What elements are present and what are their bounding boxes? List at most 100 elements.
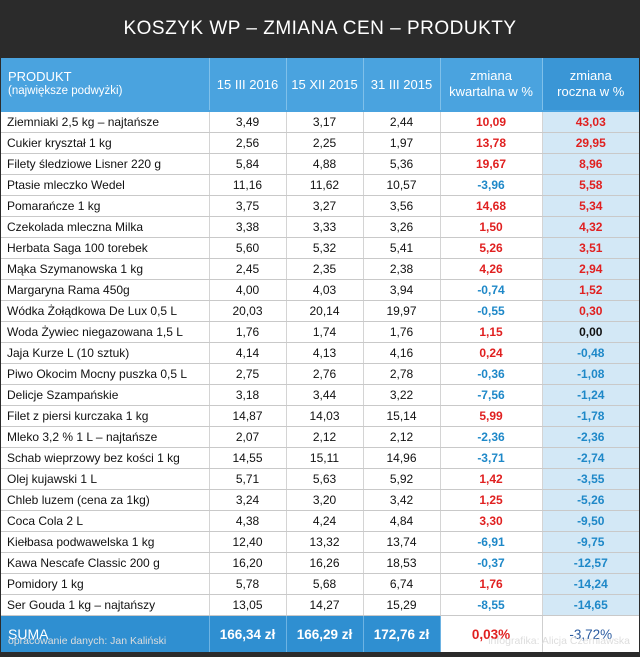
table-row: Herbata Saga 100 torebek 5,60 5,32 5,41 5,26…	[1, 237, 639, 259]
price-31-iii-2015: 6,74	[363, 573, 441, 595]
price-15-iii-2016: 5,60	[209, 237, 287, 259]
sum-quarterly-change: 0,03%	[440, 615, 543, 652]
price-15-iii-2016: 11,16	[209, 174, 287, 196]
price-15-xii-2015: 5,68	[286, 573, 364, 595]
price-15-xii-2015: 20,14	[286, 300, 364, 322]
table-row: Ptasie mleczko Wedel 11,16 11,62 10,57 -3,96…	[1, 174, 639, 196]
product-name: Pomarańcze 1 kg	[1, 195, 210, 217]
product-name: Chleb luzem (cena za 1kg)	[1, 489, 210, 511]
yearly-change: -12,57	[541, 552, 639, 574]
price-15-iii-2016: 13,05	[209, 594, 287, 616]
product-name: Ptasie mleczko Wedel	[1, 174, 210, 196]
yearly-change: -1,24	[541, 384, 639, 406]
price-31-iii-2015: 13,74	[363, 531, 441, 553]
price-15-xii-2015: 2,25	[286, 132, 364, 154]
product-name: Ser Gouda 1 kg – najtańszy	[1, 594, 210, 616]
quarterly-change: -3,71	[440, 447, 543, 469]
price-15-iii-2016: 3,24	[209, 489, 287, 511]
table-row: Pomidory 1 kg 5,78 5,68 6,74 1,76 -14,24	[1, 573, 639, 595]
yearly-change: 8,96	[541, 153, 639, 175]
price-31-iii-2015: 3,42	[363, 489, 441, 511]
price-15-xii-2015: 2,76	[286, 363, 364, 385]
yearly-change: -0,48	[541, 342, 639, 364]
quarterly-change: 4,26	[440, 258, 543, 280]
quarterly-change: 1,42	[440, 468, 543, 490]
yearly-change: -5,26	[541, 489, 639, 511]
price-31-iii-2015: 15,29	[363, 594, 441, 616]
price-15-xii-2015: 3,20	[286, 489, 364, 511]
table-row: Chleb luzem (cena za 1kg) 3,24 3,20 3,42 1,2…	[1, 489, 639, 511]
price-15-iii-2016: 14,87	[209, 405, 287, 427]
sum-label: SUMA	[1, 615, 210, 652]
price-31-iii-2015: 2,12	[363, 426, 441, 448]
price-15-iii-2016: 2,07	[209, 426, 287, 448]
header-date-2: 15 XII 2015	[286, 58, 364, 111]
price-31-iii-2015: 2,38	[363, 258, 441, 280]
price-31-iii-2015: 19,97	[363, 300, 441, 322]
product-name: Mleko 3,2 % 1 L – najtańsze	[1, 426, 210, 448]
product-name: Filet z piersi kurczaka 1 kg	[1, 405, 210, 427]
price-15-iii-2016: 3,49	[209, 110, 287, 133]
header-yearly-line2: roczna w %	[557, 84, 625, 99]
table-row: Delicje Szampańskie 3,18 3,44 3,22 -7,56 -1,2…	[1, 384, 639, 406]
product-name: Wódka Żołądkowa De Lux 0,5 L	[1, 300, 210, 322]
footer: opracowanie danych: Jan Kaliński infogra…	[0, 627, 640, 657]
table-row: Margaryna Rama 450g 4,00 4,03 3,94 -0,74 1,52	[1, 279, 639, 301]
header-date-3: 31 III 2015	[363, 58, 441, 111]
header-product-label: PRODUKT	[8, 69, 72, 84]
table-row: Schab wieprzowy bez kości 1 kg 14,55 15,11…	[1, 447, 639, 469]
price-15-xii-2015: 4,88	[286, 153, 364, 175]
price-15-iii-2016: 4,14	[209, 342, 287, 364]
price-15-iii-2016: 16,20	[209, 552, 287, 574]
yearly-change: 43,03	[541, 110, 639, 133]
price-15-xii-2015: 2,35	[286, 258, 364, 280]
footer-data-credit: opracowanie danych: Jan Kaliński	[8, 635, 167, 647]
quarterly-change: -0,55	[440, 300, 543, 322]
header-quarterly-line1: zmiana	[470, 68, 512, 83]
price-31-iii-2015: 2,44	[363, 110, 441, 133]
price-15-xii-2015: 3,44	[286, 384, 364, 406]
price-15-iii-2016: 5,78	[209, 573, 287, 595]
yearly-change: 5,58	[541, 174, 639, 196]
product-name: Mąka Szymanowska 1 kg	[1, 258, 210, 280]
quarterly-change: 3,30	[440, 510, 543, 532]
table-row: Mleko 3,2 % 1 L – najtańsze 2,07 2,12 2,12-…	[1, 426, 639, 448]
header-yearly-line1: zmiana	[569, 68, 612, 83]
page-title: KOSZYK WP – ZMIANA CEN – PRODUKTY	[123, 18, 517, 39]
table-row: Mąka Szymanowska 1 kg 2,45 2,35 2,38 4,26 2,9…	[1, 258, 639, 280]
price-15-xii-2015: 14,03	[286, 405, 364, 427]
table-row: Woda Żywiec niegazowana 1,5 L 1,76 1,74 1,7…	[1, 321, 639, 343]
price-31-iii-2015: 5,36	[363, 153, 441, 175]
header-date-1: 15 III 2016	[209, 58, 287, 111]
table-row: Ziemniaki 2,5 kg – najtańsze 3,49 3,17 2,44…	[1, 110, 639, 133]
yearly-change: -9,75	[541, 531, 639, 553]
quarterly-change: 19,67	[440, 153, 543, 175]
quarterly-change: -6,91	[440, 531, 543, 553]
yearly-change: -2,36	[541, 426, 639, 448]
price-31-iii-2015: 15,14	[363, 405, 441, 427]
product-name: Ziemniaki 2,5 kg – najtańsze	[1, 110, 210, 133]
yearly-change: 29,95	[541, 132, 639, 154]
price-15-iii-2016: 3,18	[209, 384, 287, 406]
price-15-xii-2015: 11,62	[286, 174, 364, 196]
product-name: Czekolada mleczna Milka	[1, 216, 210, 238]
quarterly-change: -2,36	[440, 426, 543, 448]
price-15-iii-2016: 2,75	[209, 363, 287, 385]
price-15-xii-2015: 13,32	[286, 531, 364, 553]
product-name: Olej kujawski 1 L	[1, 468, 210, 490]
table-row: Ser Gouda 1 kg – najtańszy 13,05 14,27 15,2…	[1, 594, 639, 616]
product-name: Kawa Nescafe Classic 200 g	[1, 552, 210, 574]
quarterly-change: -0,74	[440, 279, 543, 301]
header-yearly-change: zmiana roczna w %	[542, 58, 639, 111]
table-panel: PRODUKT (największe podwyżki) 15 III 201…	[1, 58, 639, 652]
price-15-iii-2016: 14,55	[209, 447, 287, 469]
header-row: PRODUKT (największe podwyżki) 15 III 201…	[1, 58, 639, 111]
table-row: Kawa Nescafe Classic 200 g 16,20 16,26 18,5…	[1, 552, 639, 574]
quarterly-change: 1,76	[440, 573, 543, 595]
sum-value-2: 166,29 zł	[286, 615, 364, 652]
yearly-change: -1,78	[541, 405, 639, 427]
product-name: Delicje Szampańskie	[1, 384, 210, 406]
yearly-change: 4,32	[541, 216, 639, 238]
sum-row: SUMA 166,34 zł 166,29 zł 172,76 zł 0,03%…	[1, 615, 639, 652]
